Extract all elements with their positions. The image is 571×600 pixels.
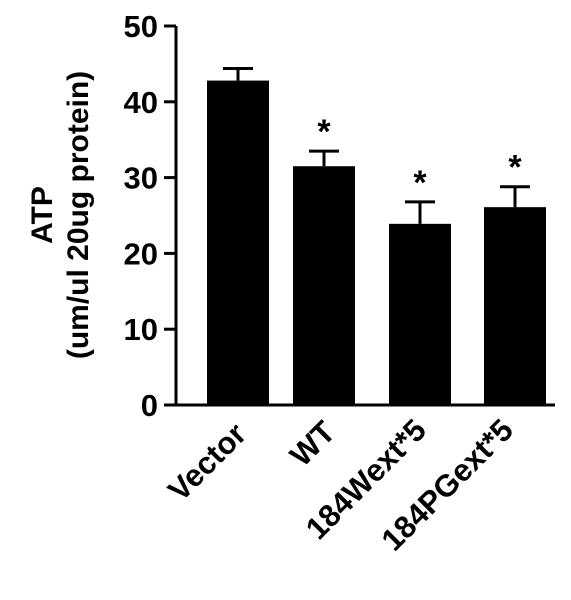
y-tick-label: 40 (124, 85, 158, 120)
y-tick-label: 30 (124, 161, 158, 196)
y-axis-title-line1: ATP (26, 186, 59, 244)
bar-184PGext*5 (484, 207, 546, 405)
significance-marker: * (508, 149, 522, 187)
bar-184Wext*5 (389, 223, 451, 405)
y-axis-title: ATP (um/ul 20ug protein) (26, 71, 95, 359)
bars-group: * * * (207, 66, 546, 406)
y-tick-label: 50 (124, 9, 158, 44)
bar-Vector (207, 80, 269, 406)
significance-marker: * (317, 113, 331, 151)
bar-WT (293, 166, 355, 405)
y-tick-label: 10 (124, 312, 158, 347)
y-axis: 0 10 20 30 40 50 (124, 9, 178, 423)
y-axis-title-line2: (um/ul 20ug protein) (62, 71, 95, 359)
y-tick-label: 20 (124, 236, 158, 271)
y-tick-label: 0 (141, 388, 158, 423)
significance-marker: * (413, 164, 427, 202)
x-tick-label: WT (283, 414, 342, 473)
x-tick-label: Vector (161, 416, 253, 508)
